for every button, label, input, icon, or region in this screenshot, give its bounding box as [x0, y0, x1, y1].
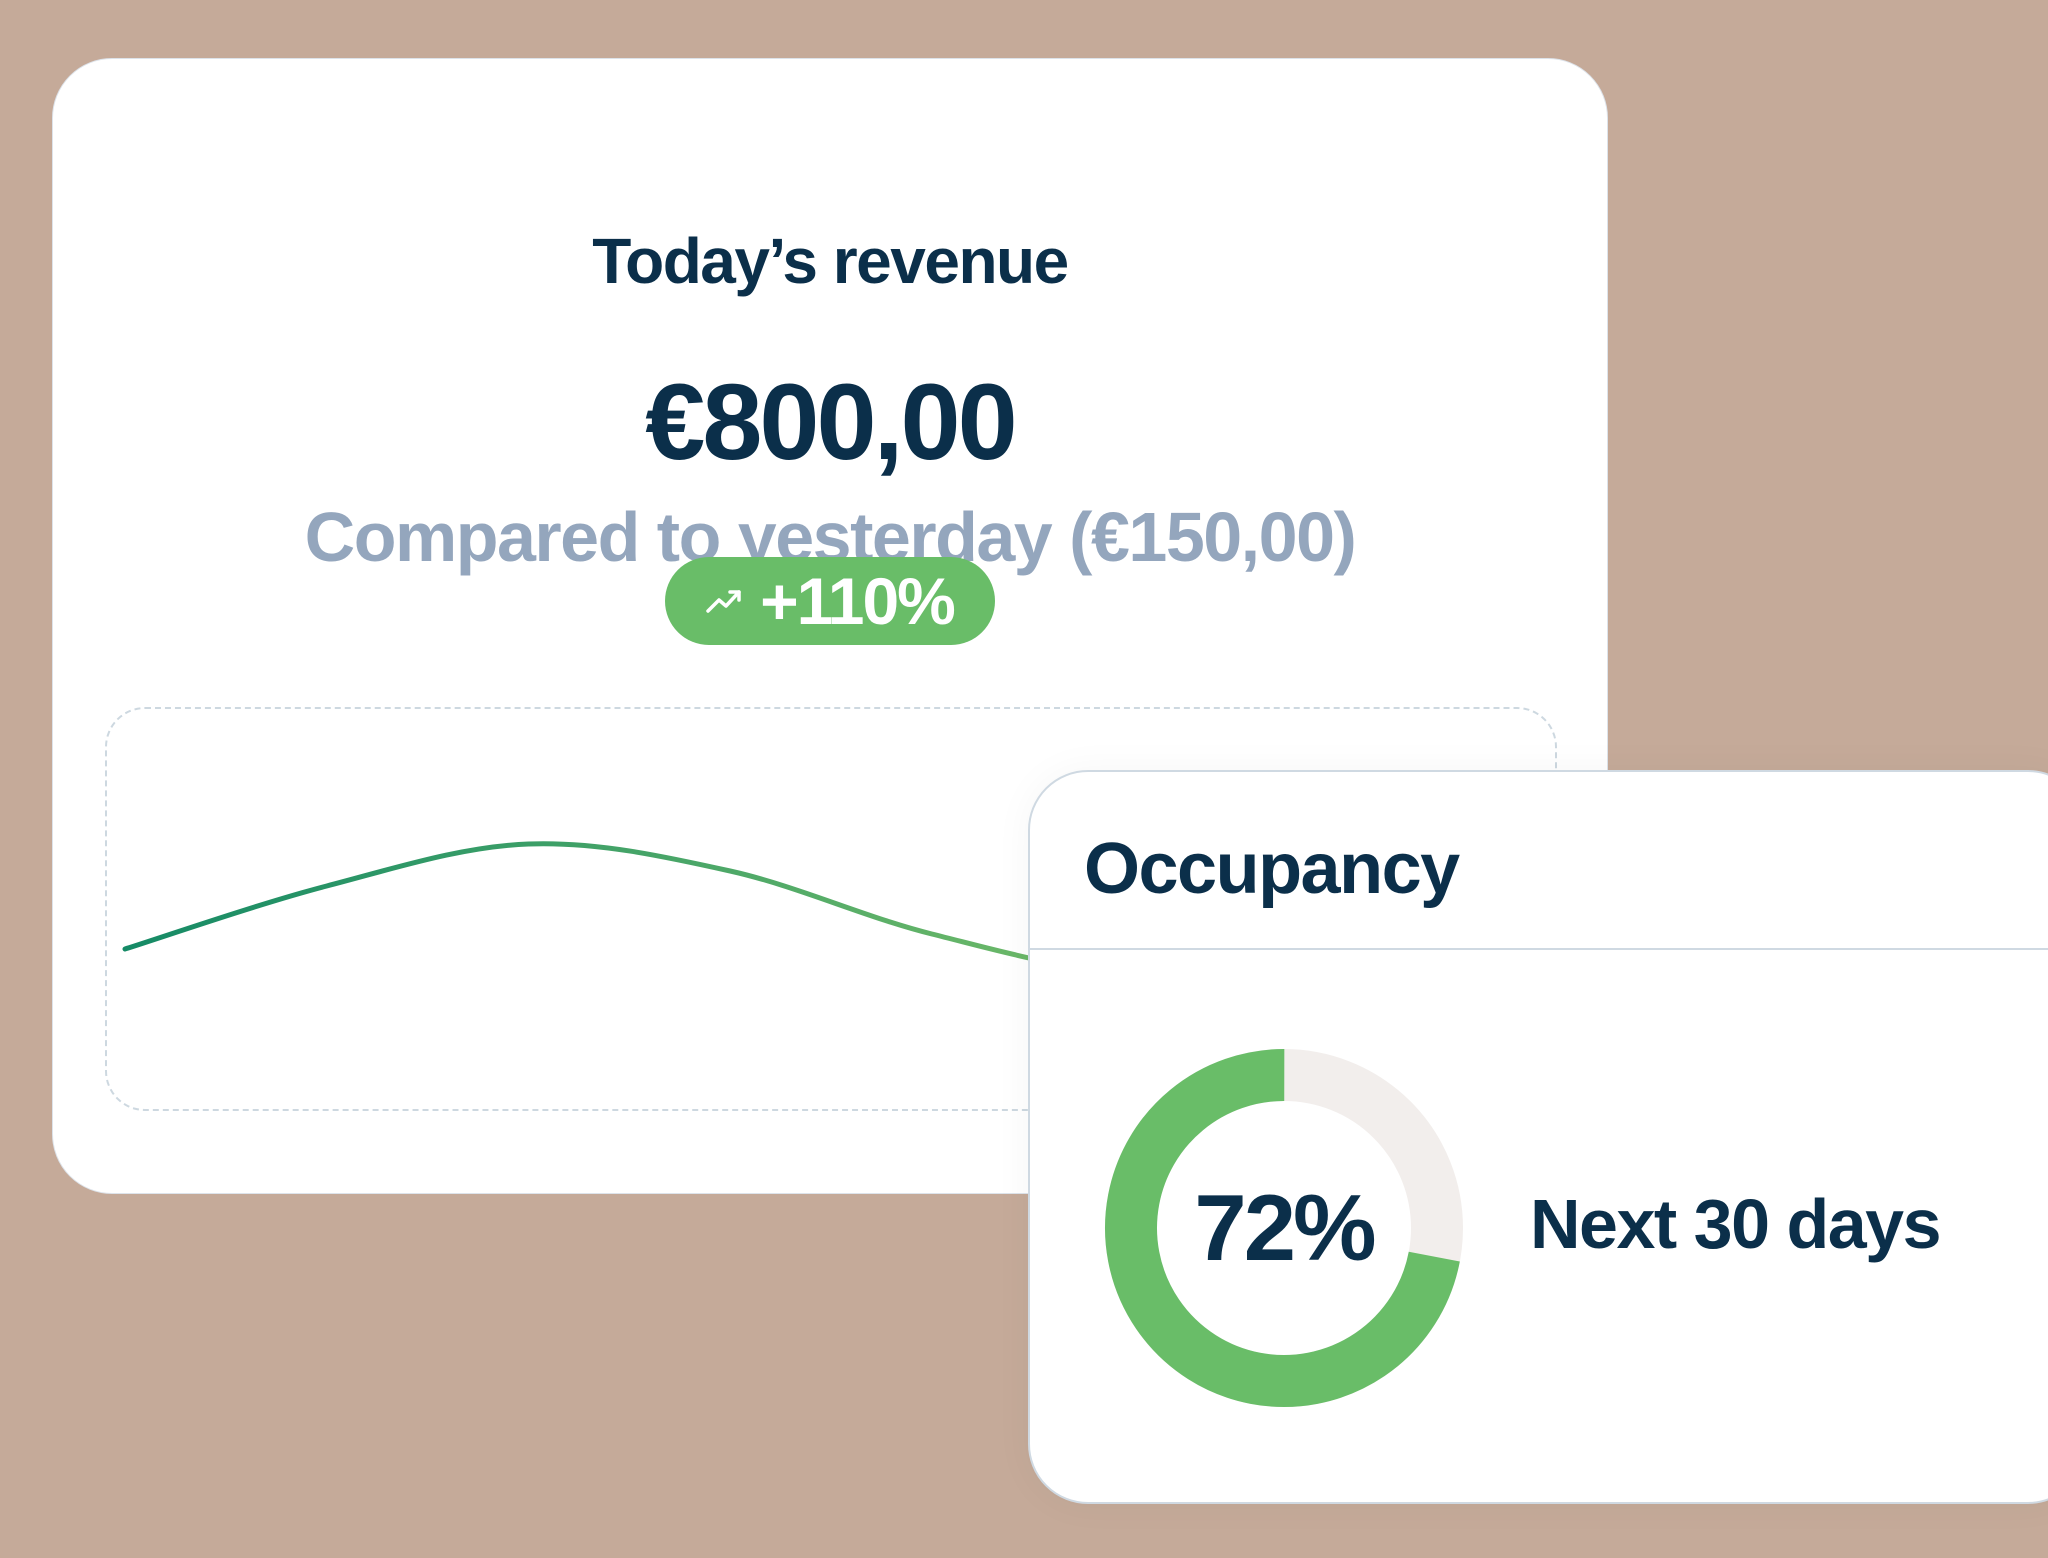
divider	[1030, 948, 2048, 950]
change-percent: +110%	[760, 564, 956, 638]
donut-fill	[1105, 1049, 1463, 1407]
occupancy-title: Occupancy	[1084, 829, 1460, 909]
occupancy-percent: 72%	[1194, 1175, 1376, 1280]
trend-up-icon	[706, 590, 741, 613]
occupancy-donut	[1105, 1049, 1463, 1407]
occupancy-period: Next 30 days	[1530, 1185, 1942, 1263]
revenue-title: Today’s revenue	[592, 225, 1069, 297]
revenue-card: Today’s revenue €800,00 Compared to yest…	[52, 58, 1608, 1194]
revenue-amount: €800,00	[645, 361, 1017, 482]
occupancy-card: Occupancy 72% Next 30 days	[1028, 770, 2048, 1504]
change-badge: +110%	[665, 557, 995, 645]
